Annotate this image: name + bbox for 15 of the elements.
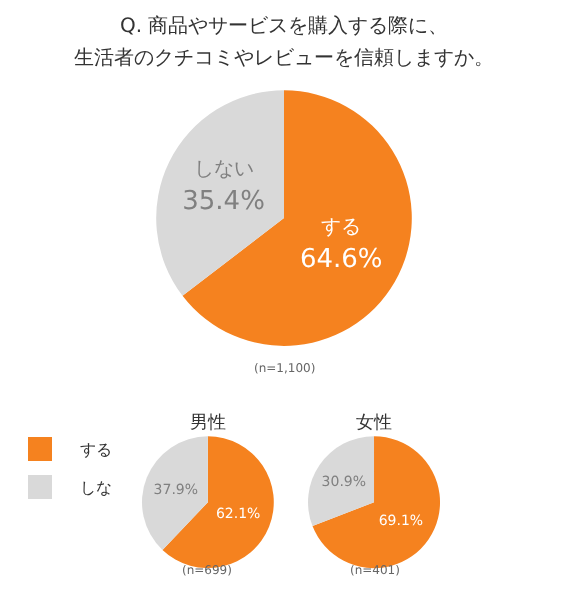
- data-label: 35.4%: [182, 187, 265, 218]
- slice-label: する: [321, 217, 362, 240]
- pie-slice: [142, 436, 208, 550]
- chart-title: 男性: [190, 412, 226, 434]
- pie-slice: [156, 90, 284, 296]
- chart-subtitle: 生活者のクチコミやレビューを信頼しますか。: [74, 46, 494, 70]
- legend-label: しな: [80, 479, 112, 498]
- pie-slice: [312, 436, 440, 569]
- pie-slice: [182, 90, 412, 346]
- chart-title: Q. 商品やサービスを購入する際に、: [120, 14, 449, 38]
- pie-slice: [308, 436, 375, 527]
- slice-label: しない: [193, 159, 254, 182]
- legend-label: する: [80, 441, 112, 460]
- chart-title: 女性: [356, 412, 392, 434]
- data-label: 64.6%: [299, 245, 383, 276]
